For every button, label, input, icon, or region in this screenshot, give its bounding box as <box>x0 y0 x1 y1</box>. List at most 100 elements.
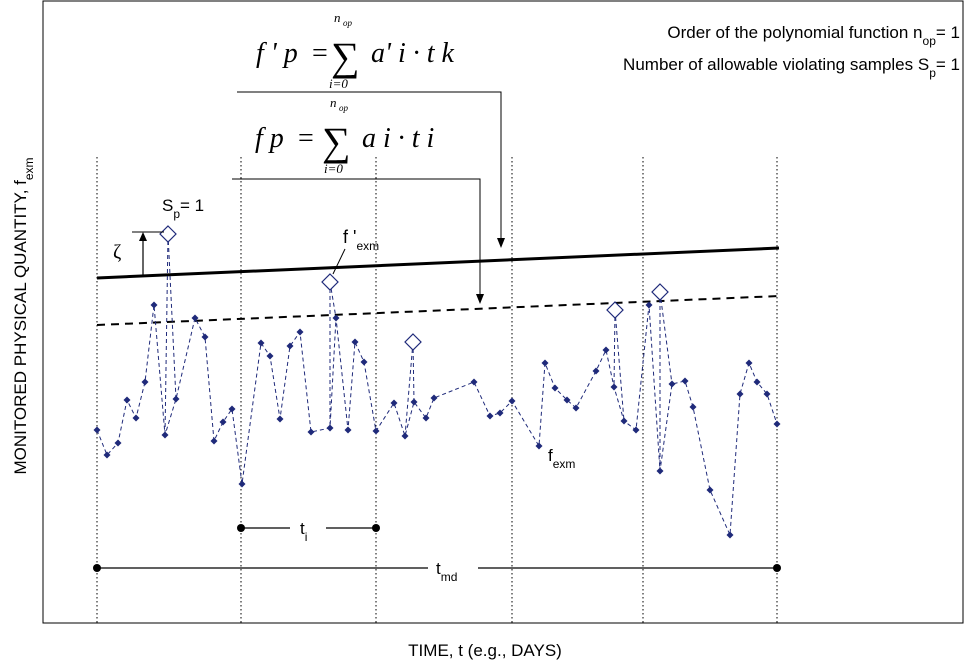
data-point <box>470 378 478 386</box>
data-point <box>103 451 111 459</box>
data-point <box>632 426 640 434</box>
data-point <box>745 359 753 367</box>
fprime-exm-sub: exm <box>356 239 379 253</box>
data-point <box>201 333 209 341</box>
violating-samples <box>159 225 673 471</box>
data-point <box>422 414 430 422</box>
data-point <box>150 301 158 309</box>
violating-sample-link <box>404 341 414 437</box>
violating-sample-1 <box>321 273 339 291</box>
fexm-series <box>93 301 781 539</box>
window-boundaries <box>96 157 778 623</box>
violating-sample-link <box>329 281 337 319</box>
data-point <box>191 314 199 322</box>
lower-formula-top-sub: op <box>339 103 349 113</box>
data-point <box>172 395 180 403</box>
sp-label-sub: p <box>173 207 180 221</box>
data-point <box>123 396 131 404</box>
upper-formula: f ' p = ∑ n op i=0 a' i · t k <box>256 10 455 91</box>
data-point <box>681 377 689 385</box>
data-point <box>726 531 734 539</box>
violating-sample-link <box>614 309 625 422</box>
zeta-label: ζ <box>113 241 121 263</box>
data-point <box>763 390 771 398</box>
data-point <box>508 397 516 405</box>
upper-formula-lhs: f ' p <box>256 38 298 69</box>
fprime-exm-pointer <box>332 248 346 275</box>
fexm-label: fexm <box>548 446 575 471</box>
upper-formula-connector <box>237 91 502 238</box>
data-point <box>326 424 334 432</box>
data-point <box>620 417 628 425</box>
data-point <box>645 301 653 309</box>
data-point <box>592 367 600 375</box>
lower-formula-bottom: i=0 <box>324 161 343 176</box>
y-axis-label-sub: exm <box>22 157 36 180</box>
upper-formula-term: a' i · t k <box>371 38 455 69</box>
data-point <box>541 359 549 367</box>
data-point <box>276 415 284 423</box>
upper-formula-top-sub: op <box>343 18 353 28</box>
fexm-series-line <box>96 304 778 536</box>
violating-sample-link <box>412 341 415 403</box>
violating-sample-0 <box>159 225 177 243</box>
y-axis-label-main: MONITORED PHYSICAL QUANTITY, f <box>11 180 30 475</box>
data-point <box>257 339 265 347</box>
upper-connector-arrowhead <box>497 238 505 248</box>
lower-formula: f p = ∑ n op i=0 a i · t i <box>255 95 434 176</box>
x-axis-label: TIME, t (e.g., DAYS) <box>408 641 562 660</box>
tmd-main: t <box>436 559 441 578</box>
samples-note-value: = 1 <box>936 55 960 74</box>
violating-sample-3 <box>606 301 624 319</box>
data-point <box>132 414 140 422</box>
data-point <box>114 439 122 447</box>
order-note-main: Order of the polynomial function n <box>667 23 922 42</box>
data-point <box>266 352 274 360</box>
ti-sub: i <box>305 530 308 544</box>
upper-formula-bottom: i=0 <box>329 76 348 91</box>
fprime-exm-label: f 'exm <box>343 227 379 253</box>
lower-formula-sum: ∑ <box>322 119 351 164</box>
tmd-label: tmd <box>436 559 457 584</box>
data-point <box>753 378 761 386</box>
data-point <box>228 405 236 413</box>
upper-formula-sum: ∑ <box>331 34 360 79</box>
sp-label: Sp= 1 <box>162 196 204 221</box>
data-point <box>496 409 504 417</box>
fexm-main: f <box>548 446 553 465</box>
data-point <box>219 418 227 426</box>
y-axis-label: MONITORED PHYSICAL QUANTITY, fexm <box>11 157 36 474</box>
samples-note: Number of allowable violating samples Sp… <box>623 55 960 80</box>
data-point <box>572 404 580 412</box>
violating-sample-link <box>613 309 616 388</box>
lower-formula-connector <box>232 178 481 294</box>
data-point <box>736 390 744 398</box>
order-note-sub: op <box>923 34 937 48</box>
upper-formula-eq: = <box>312 38 328 69</box>
data-point <box>430 394 438 402</box>
data-point <box>351 338 359 346</box>
ti-label: ti <box>300 519 307 544</box>
data-point <box>360 358 368 366</box>
ti-main: t <box>300 519 305 538</box>
data-point <box>773 420 781 428</box>
order-note: Order of the polynomial function nop= 1 <box>667 23 960 48</box>
data-point <box>689 403 697 411</box>
violating-sample-link <box>167 233 177 400</box>
data-point <box>307 428 315 436</box>
data-point <box>563 396 571 404</box>
tmd-sub: md <box>441 570 458 584</box>
data-point <box>93 426 101 434</box>
data-point <box>161 431 169 439</box>
fexm-sub: exm <box>553 457 576 471</box>
data-point <box>551 384 559 392</box>
zeta-arrowhead <box>139 232 147 241</box>
data-point <box>602 346 610 354</box>
data-point <box>296 328 304 336</box>
data-point <box>372 427 380 435</box>
data-point <box>344 426 352 434</box>
plot-frame <box>42 0 964 624</box>
data-point <box>486 412 494 420</box>
lower-formula-term: a i · t i <box>362 123 434 154</box>
